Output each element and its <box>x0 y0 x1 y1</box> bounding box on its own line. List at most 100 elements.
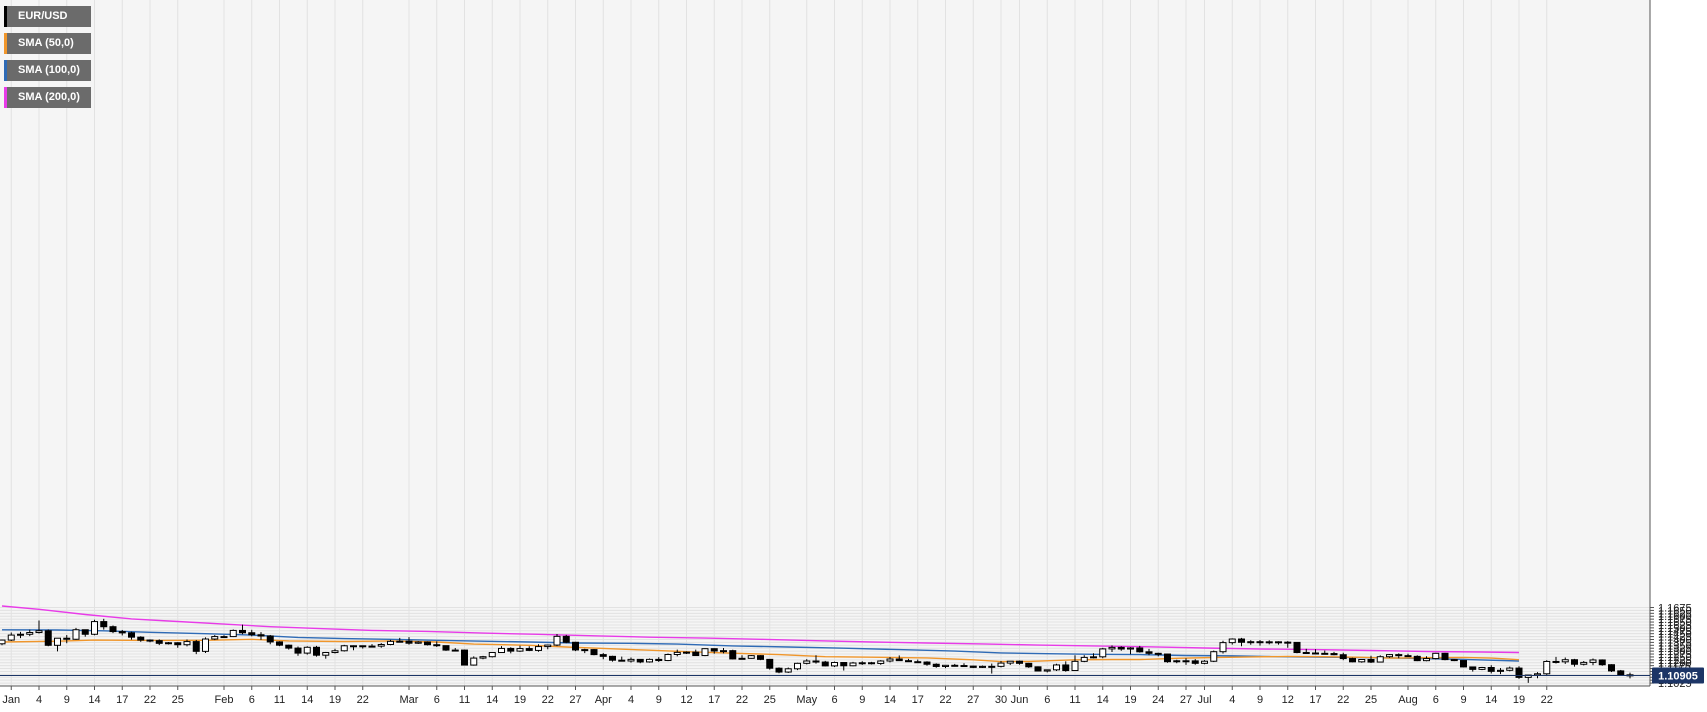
candle-down[interactable] <box>1312 652 1319 655</box>
candle-up[interactable] <box>1228 638 1236 644</box>
candle-down[interactable] <box>266 635 274 643</box>
candle-down[interactable] <box>424 641 431 646</box>
candle-up[interactable] <box>581 649 589 652</box>
candle-down[interactable] <box>276 641 283 646</box>
candle-up[interactable] <box>1053 664 1060 671</box>
candle-up[interactable] <box>1358 658 1366 663</box>
candle-down[interactable] <box>1598 659 1606 666</box>
candle-up[interactable] <box>1099 648 1107 658</box>
candle-up[interactable] <box>488 652 496 658</box>
candle-up[interactable] <box>1478 667 1486 670</box>
candle-up[interactable] <box>1247 641 1255 644</box>
candle-down[interactable] <box>1238 638 1245 643</box>
candle-down[interactable] <box>636 658 644 663</box>
candle-up[interactable] <box>1386 654 1393 658</box>
candle-up[interactable] <box>414 641 422 644</box>
candle-up[interactable] <box>646 658 653 663</box>
candle-up[interactable] <box>368 645 376 648</box>
candle-up[interactable] <box>1534 673 1541 676</box>
candle-down[interactable] <box>507 647 515 652</box>
candle-up[interactable] <box>72 629 80 640</box>
candle-down[interactable] <box>1571 659 1578 665</box>
candle-up[interactable] <box>350 645 357 648</box>
candle-down[interactable] <box>192 641 200 652</box>
candle-down[interactable] <box>1395 654 1403 657</box>
candle-down[interactable] <box>932 663 940 667</box>
candle-down[interactable] <box>868 662 875 665</box>
candle-down[interactable] <box>1154 652 1162 655</box>
candle-down[interactable] <box>1487 667 1495 672</box>
candle-down[interactable] <box>146 639 154 642</box>
candle-down[interactable] <box>1552 660 1560 663</box>
candle-up[interactable] <box>544 644 552 648</box>
candle-up[interactable] <box>1506 667 1514 671</box>
candle-down[interactable] <box>81 629 89 635</box>
candle-down[interactable] <box>1136 647 1144 653</box>
candle-up[interactable] <box>1006 660 1014 664</box>
candle-down[interactable] <box>257 634 265 637</box>
candle-up[interactable] <box>322 652 330 656</box>
candle-down[interactable] <box>313 646 320 656</box>
candle-down[interactable] <box>562 635 570 643</box>
candle-down[interactable] <box>100 621 108 628</box>
candle-down[interactable] <box>599 654 607 657</box>
candle-up[interactable] <box>211 636 219 640</box>
candle-down[interactable] <box>239 629 246 634</box>
candle-up[interactable] <box>988 665 996 668</box>
candle-up[interactable] <box>387 640 394 645</box>
candle-down[interactable] <box>155 640 163 644</box>
candle-down[interactable] <box>63 637 71 640</box>
candle-down[interactable] <box>951 664 959 667</box>
candle-up[interactable] <box>942 664 949 667</box>
candle-down[interactable] <box>1016 660 1023 664</box>
candle-up[interactable] <box>17 633 24 636</box>
candle-up[interactable] <box>26 632 34 635</box>
candle-up[interactable] <box>1173 660 1181 663</box>
candle-down[interactable] <box>1617 670 1625 676</box>
candle-down[interactable] <box>1460 660 1467 668</box>
candle-up[interactable] <box>535 646 542 651</box>
candle-down[interactable] <box>572 641 579 651</box>
candle-up[interactable] <box>1219 642 1227 653</box>
candle-up[interactable] <box>849 662 857 667</box>
candle-down[interactable] <box>1117 646 1125 650</box>
candle-down[interactable] <box>775 667 783 673</box>
candle-up[interactable] <box>1376 656 1384 663</box>
candle-up[interactable] <box>1127 647 1134 650</box>
candle-down[interactable] <box>1062 664 1070 672</box>
candle-down[interactable] <box>590 649 598 656</box>
candle-down[interactable] <box>1339 654 1347 660</box>
candle-up[interactable] <box>1543 660 1551 675</box>
candle-up[interactable] <box>202 638 209 652</box>
candle-down[interactable] <box>442 645 450 651</box>
candle-down[interactable] <box>895 658 903 662</box>
candle-up[interactable] <box>627 658 635 662</box>
candle-down[interactable] <box>405 640 413 644</box>
candle-down[interactable] <box>294 647 302 654</box>
candle-up[interactable] <box>229 629 237 638</box>
candle-up[interactable] <box>1580 661 1588 665</box>
candle-up[interactable] <box>165 642 172 645</box>
candle-up[interactable] <box>1201 660 1208 664</box>
candle-up[interactable] <box>1108 646 1116 650</box>
candle-down[interactable] <box>525 648 533 651</box>
candle-up[interactable] <box>479 656 487 659</box>
legend-symbol[interactable]: EUR/USD <box>4 6 91 27</box>
candle-up[interactable] <box>1423 658 1430 662</box>
candle-down[interactable] <box>1404 655 1412 658</box>
candle-up[interactable] <box>0 639 6 645</box>
candle-down[interactable] <box>1441 652 1449 661</box>
candle-down[interactable] <box>1025 662 1033 668</box>
candle-up[interactable] <box>794 662 801 670</box>
candle-up[interactable] <box>1080 656 1088 662</box>
candle-up[interactable] <box>683 651 690 654</box>
candle-up[interactable] <box>303 646 311 654</box>
candle-up[interactable] <box>7 634 15 641</box>
candle-up[interactable] <box>747 655 755 659</box>
candle-down[interactable] <box>914 661 922 664</box>
candle-up[interactable] <box>451 649 459 652</box>
candle-up[interactable] <box>877 660 885 664</box>
candle-down[interactable] <box>609 655 616 661</box>
candle-down[interactable] <box>461 649 468 666</box>
